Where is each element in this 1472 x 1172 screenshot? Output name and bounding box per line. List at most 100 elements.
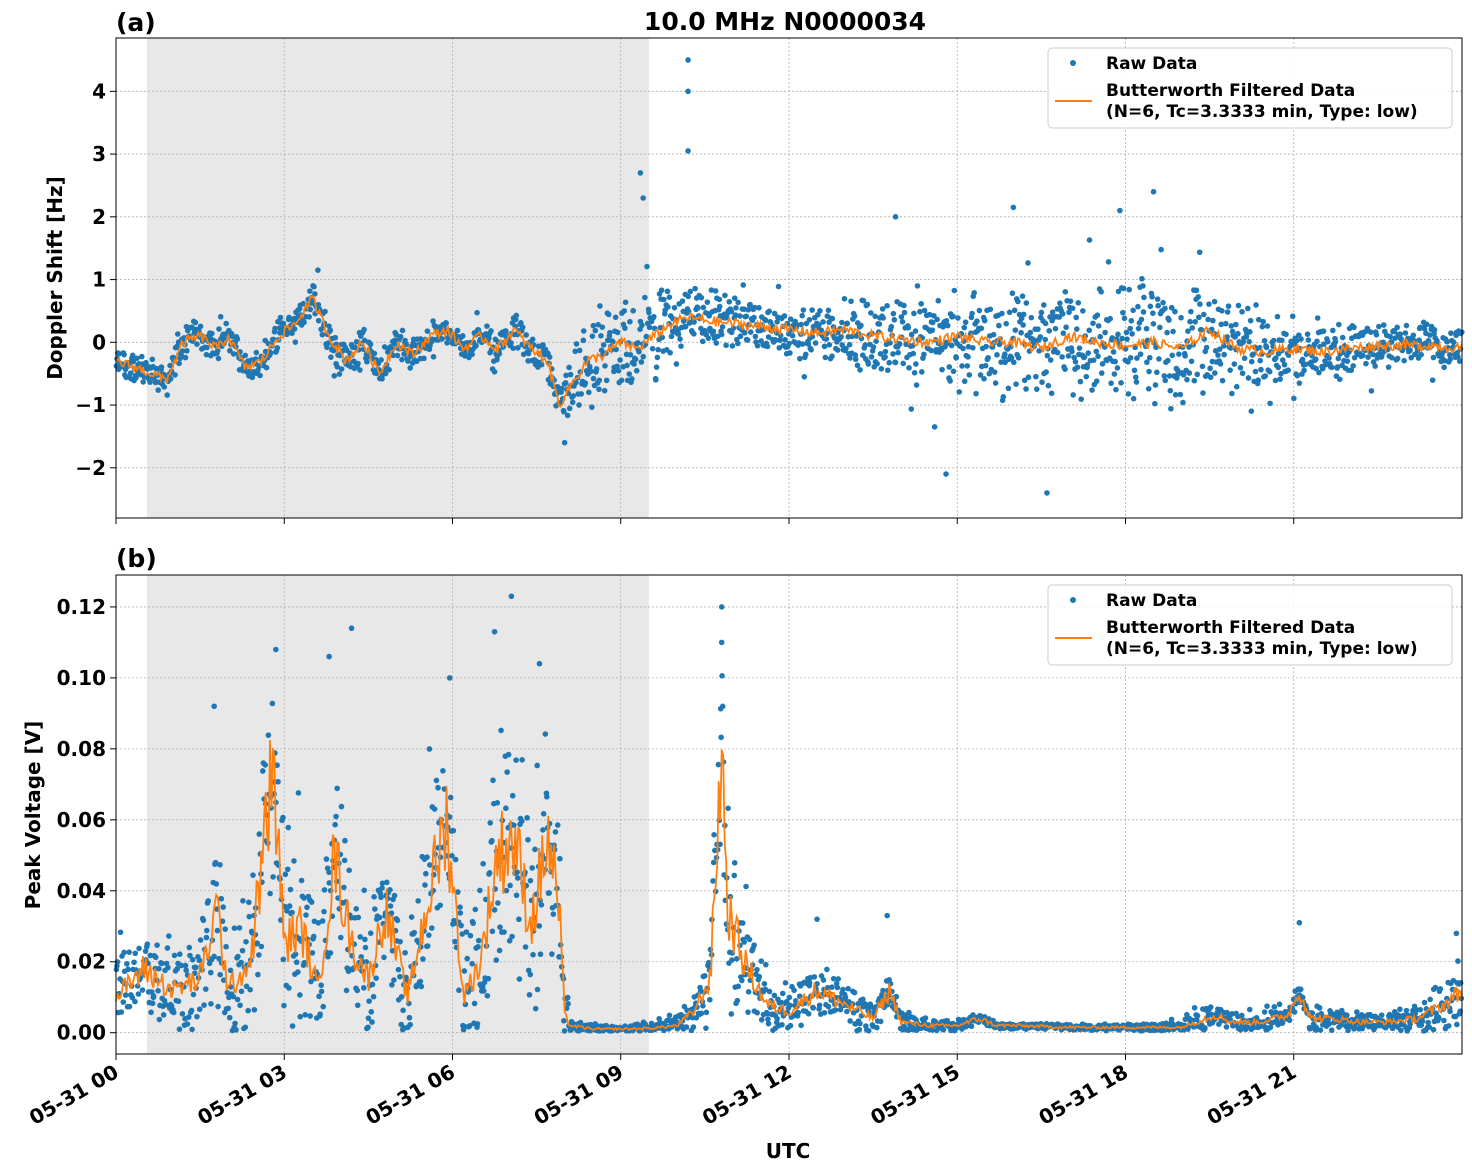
raw-data-point — [384, 879, 390, 886]
raw-data-point — [913, 361, 919, 367]
raw-data-point — [1044, 490, 1050, 496]
raw-data-point — [1211, 298, 1218, 305]
raw-data-point — [844, 1008, 850, 1015]
raw-data-point — [253, 349, 260, 356]
raw-data-point — [1150, 320, 1157, 327]
raw-data-point — [564, 994, 571, 1001]
raw-data-point — [708, 287, 715, 293]
raw-data-point — [1145, 385, 1152, 392]
raw-data-point — [332, 821, 338, 828]
raw-data-point — [656, 1015, 662, 1022]
y-tick-label: 0.00 — [57, 1021, 106, 1045]
raw-data-point — [1296, 919, 1303, 926]
raw-data-point — [1229, 390, 1235, 397]
raw-data-point — [243, 938, 249, 945]
raw-data-point — [589, 404, 595, 410]
raw-data-point — [469, 351, 475, 358]
raw-data-point — [1074, 326, 1080, 332]
raw-data-point — [1257, 357, 1263, 364]
raw-data-point — [316, 993, 322, 1000]
raw-data-point — [430, 353, 437, 360]
raw-data-point — [1075, 300, 1082, 306]
raw-data-point — [978, 325, 985, 332]
raw-data-point — [149, 356, 156, 363]
raw-data-point — [971, 289, 977, 296]
raw-data-point — [914, 283, 921, 289]
raw-data-point — [549, 951, 555, 957]
raw-data-point — [179, 1011, 186, 1017]
raw-data-point — [799, 341, 806, 347]
raw-data-point — [640, 195, 646, 201]
raw-data-point — [542, 731, 549, 737]
raw-data-point — [754, 966, 760, 973]
raw-data-point — [763, 961, 769, 968]
raw-data-point — [297, 992, 303, 998]
raw-data-point — [599, 324, 606, 330]
raw-data-point — [1195, 294, 1202, 300]
raw-data-point — [1019, 293, 1026, 299]
raw-data-point — [600, 342, 607, 348]
raw-data-point — [397, 973, 403, 980]
raw-data-point — [1354, 1009, 1360, 1015]
raw-data-point — [447, 794, 454, 801]
raw-data-point — [1233, 321, 1239, 328]
raw-data-point — [729, 343, 736, 349]
raw-data-point — [334, 363, 341, 370]
raw-data-point — [130, 358, 137, 365]
raw-data-point — [1351, 324, 1357, 331]
raw-data-point — [1216, 346, 1223, 352]
raw-data-point — [246, 913, 253, 920]
raw-data-point — [953, 355, 960, 361]
raw-data-point — [1262, 373, 1269, 379]
raw-data-point — [522, 944, 529, 950]
raw-data-point — [682, 323, 689, 330]
raw-data-point — [640, 353, 647, 360]
raw-data-point — [1445, 1023, 1452, 1029]
raw-data-point — [739, 920, 746, 926]
raw-data-point — [320, 1003, 327, 1010]
raw-data-point — [175, 998, 182, 1005]
raw-data-point — [1119, 335, 1125, 342]
raw-data-point — [1013, 381, 1019, 387]
raw-data-point — [710, 859, 717, 866]
raw-data-point — [233, 1027, 239, 1033]
raw-data-point — [269, 700, 276, 707]
raw-data-point — [860, 297, 867, 304]
raw-data-point — [1403, 322, 1410, 329]
raw-data-point — [185, 1014, 192, 1020]
raw-data-point — [731, 295, 738, 301]
raw-data-point — [633, 367, 640, 374]
raw-data-point — [361, 326, 367, 333]
raw-data-point — [403, 341, 410, 348]
raw-data-point — [1378, 1012, 1385, 1018]
raw-data-point — [147, 379, 153, 385]
raw-data-point — [779, 990, 786, 997]
raw-data-point — [835, 976, 841, 982]
raw-data-point — [457, 910, 464, 916]
raw-data-point — [516, 916, 522, 923]
raw-data-point — [322, 308, 328, 315]
raw-data-point — [1127, 355, 1134, 361]
raw-data-point — [246, 899, 252, 906]
raw-data-point — [1301, 367, 1307, 374]
raw-data-point — [391, 892, 398, 899]
raw-data-point — [1090, 357, 1097, 363]
raw-data-point — [879, 306, 886, 312]
raw-data-point — [411, 929, 418, 936]
raw-data-point — [1015, 298, 1021, 305]
raw-data-point — [1038, 309, 1045, 316]
raw-data-point — [825, 1003, 832, 1010]
raw-data-point — [816, 322, 822, 328]
raw-data-point — [1161, 373, 1168, 379]
raw-data-point — [653, 377, 659, 383]
raw-data-point — [1191, 1004, 1198, 1011]
raw-data-point — [1157, 324, 1163, 331]
raw-data-point — [950, 313, 956, 320]
raw-data-point — [1225, 303, 1232, 309]
raw-data-point — [504, 769, 510, 775]
raw-data-point — [956, 389, 963, 395]
raw-data-point — [562, 380, 569, 386]
raw-data-point — [1002, 351, 1008, 357]
raw-data-point — [1043, 369, 1049, 375]
raw-data-point — [1154, 296, 1161, 302]
